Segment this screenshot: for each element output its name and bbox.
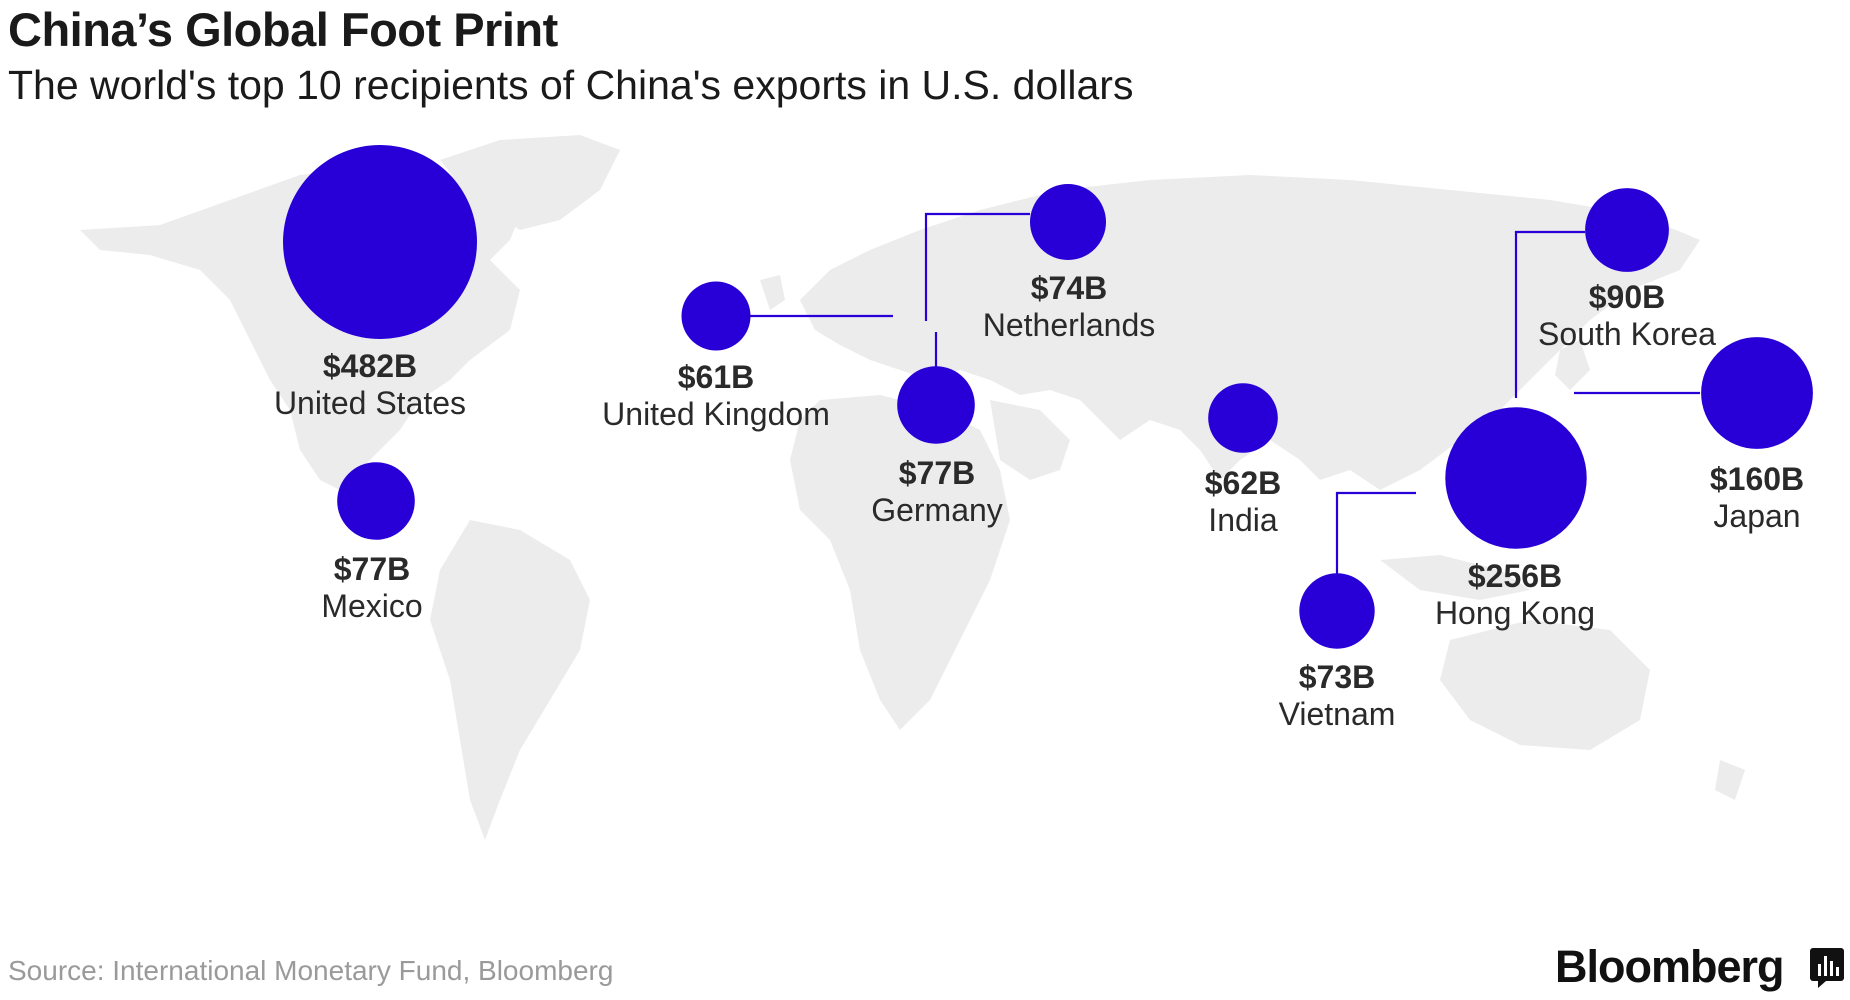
leader-line-kr <box>1514 230 1585 398</box>
chart-subtitle: The world's top 10 recipients of China's… <box>8 62 1134 108</box>
country-label-uk: United Kingdom <box>602 396 830 432</box>
value-label-kr: $90B <box>1588 279 1666 315</box>
land-arabia <box>990 400 1070 480</box>
leader-line-vn <box>1335 491 1416 575</box>
value-label-vn: $73B <box>1298 659 1376 695</box>
bubble-jp <box>1701 337 1813 449</box>
value-label-nl: $74B <box>1030 270 1108 306</box>
label-uk: $61B United Kingdom <box>602 359 830 433</box>
country-label-de: Germany <box>871 492 1003 528</box>
value-label-de: $77B <box>898 455 976 491</box>
label-mx: $77B Mexico <box>321 551 422 625</box>
country-label-mx: Mexico <box>321 588 423 624</box>
bubble-mx <box>337 462 415 540</box>
land-australia <box>1440 620 1650 750</box>
land-sea-islands <box>1380 555 1530 600</box>
label-hk: $256B Hong Kong <box>1435 558 1595 632</box>
label-jp: $160B Japan <box>1710 461 1804 535</box>
bloomberg-logo-icon <box>1810 948 1844 988</box>
country-label-nl: Netherlands <box>982 307 1156 343</box>
brand-logo: Bloomberg <box>1555 941 1785 992</box>
label-de: $77B Germany <box>871 455 1003 529</box>
value-label-hk: $256B <box>1467 558 1563 594</box>
land-eurasia <box>800 175 1700 490</box>
bubble-in <box>1208 383 1278 453</box>
country-label-jp: Japan <box>1713 498 1801 534</box>
bubble-kr <box>1585 188 1669 272</box>
value-label-jp: $160B <box>1709 461 1805 497</box>
land-new-zealand <box>1715 760 1745 800</box>
country-label-hk: Hong Kong <box>1434 595 1596 631</box>
value-label-in: $62B <box>1204 465 1282 501</box>
value-label-mx: $77B <box>333 551 411 587</box>
country-label-in: India <box>1208 502 1278 538</box>
land-greenland <box>440 135 620 230</box>
land-africa <box>790 395 1010 730</box>
source-note: Source: International Monetary Fund, Blo… <box>8 955 614 986</box>
country-label-vn: Vietnam <box>1278 696 1396 732</box>
label-kr: $90B South Korea <box>1538 279 1716 353</box>
leader-lines <box>750 212 1700 575</box>
land-south-america <box>430 520 590 840</box>
land-british-isles <box>760 275 785 310</box>
label-vn: $73B Vietnam <box>1279 659 1396 733</box>
bubble-us <box>283 145 477 339</box>
label-us: $482B United States <box>274 348 466 422</box>
label-nl: $74B Netherlands <box>983 270 1156 344</box>
bubble-nl <box>1030 184 1106 260</box>
label-in: $62B India <box>1205 465 1282 539</box>
country-label-kr: South Korea <box>1538 316 1716 352</box>
chart-title: China’s Global Foot Print <box>8 3 558 56</box>
bubble-vn <box>1299 573 1375 649</box>
leader-line-nl <box>924 212 1030 321</box>
landmass <box>80 135 1745 840</box>
bubbles <box>283 145 1813 649</box>
value-label-us: $482B <box>322 348 418 384</box>
country-label-us: United States <box>273 385 467 421</box>
land-japan <box>1555 340 1590 390</box>
value-label-uk: $61B <box>677 359 755 395</box>
bubble-de <box>897 366 975 444</box>
bubble-hk <box>1445 407 1587 549</box>
bubble-uk <box>681 281 751 351</box>
